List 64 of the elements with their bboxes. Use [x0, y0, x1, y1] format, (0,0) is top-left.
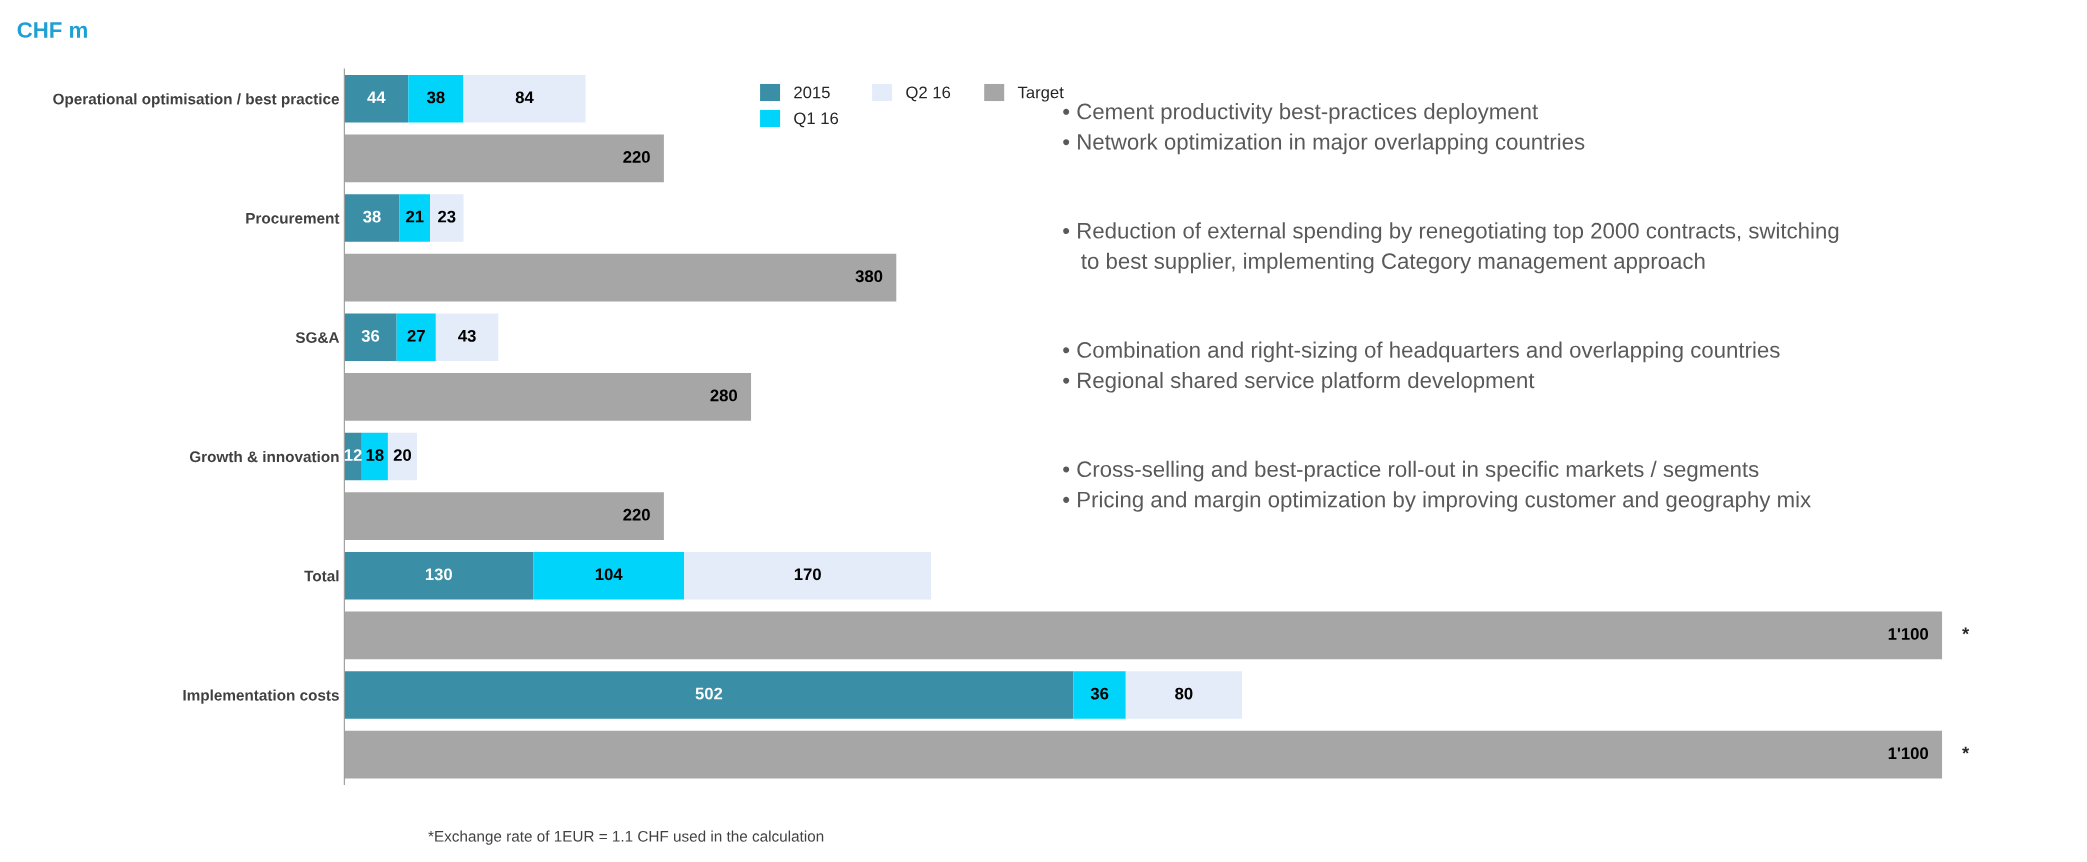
- data-label: 84: [515, 91, 534, 104]
- data-label: 220: [623, 508, 650, 521]
- bar: [344, 74, 409, 123]
- bar: [684, 551, 932, 600]
- bar: [387, 432, 417, 481]
- bar: [344, 134, 664, 183]
- annotation: *: [1962, 746, 1970, 754]
- text: CHF m: [17, 22, 87, 38]
- data-label: 44: [367, 91, 386, 104]
- data-label: 38: [363, 210, 381, 223]
- data-label: 36: [1090, 687, 1109, 700]
- legend-label: Q1 16: [794, 112, 839, 128]
- data-label: 27: [407, 329, 425, 342]
- data-label: 1'100: [1888, 747, 1929, 760]
- data-label: 220: [623, 151, 650, 163]
- data-label: 1'100: [1888, 628, 1929, 640]
- data-label: 20: [393, 449, 412, 461]
- data-label: 43: [458, 329, 476, 342]
- bar: [396, 313, 436, 362]
- y-tick-label: Total: [304, 570, 339, 582]
- y-tick-label: Growth & innovation: [189, 450, 339, 463]
- bar: [344, 671, 1074, 719]
- bar: [344, 492, 664, 540]
- y-tick-label: Procurement: [246, 213, 340, 224]
- data-label: 502: [695, 687, 723, 700]
- bar: [533, 551, 685, 600]
- data-label: 12: [344, 449, 362, 461]
- bar: [344, 253, 897, 302]
- annotation: • Cross-selling and best-practice roll-out in specific markets / segments • Pricing and margin optimization by improving customer and geography mix: [1063, 460, 1811, 512]
- data-label: 36: [361, 329, 380, 342]
- data-label: 80: [1175, 687, 1193, 700]
- legend-label: 2015: [794, 86, 830, 99]
- bar: [435, 313, 499, 362]
- bar: [344, 194, 400, 242]
- annotation: • Combination and right-sizing of headquarters and overlapping countries • Regional shared service platform development: [1063, 341, 1780, 393]
- legend-label: Target: [1017, 86, 1064, 102]
- bar: [430, 194, 464, 242]
- y-tick-label: SG&A: [295, 332, 340, 343]
- bar: [399, 194, 431, 242]
- y-tick-label: Implementation costs: [183, 689, 339, 704]
- data-label: 280: [710, 389, 738, 402]
- data-label: 18: [366, 449, 384, 461]
- text: *Exchange rate of 1EUR = 1.1 CHF used in the calculation: [428, 830, 824, 845]
- data-label: 23: [438, 210, 456, 223]
- annotation: • Reduction of external spending by renegotiating top 2000 contracts, switching to best supplier, implementing Category management approach: [1063, 222, 1839, 274]
- data-label: 380: [855, 270, 883, 283]
- data-label: 38: [426, 91, 445, 104]
- data-label: 170: [794, 568, 821, 581]
- data-label: 21: [406, 210, 424, 223]
- bar: [344, 551, 534, 600]
- annotation: *: [1962, 627, 1970, 635]
- bar: [463, 74, 586, 123]
- data-label: 130: [425, 568, 452, 581]
- bar: [1125, 671, 1242, 719]
- bar: [1073, 671, 1126, 719]
- bar: [344, 373, 752, 421]
- legend-label: Q2 16: [906, 86, 951, 102]
- bar: [408, 74, 464, 123]
- annotation: • Cement productivity best-practices deployment • Network optimization in major overlapping countries: [1063, 103, 1585, 155]
- bar: [344, 730, 1943, 779]
- y-tick-label: Operational optimisation / best practice: [53, 93, 339, 108]
- bar: [344, 611, 1943, 660]
- bar: [344, 313, 397, 362]
- data-label: 104: [595, 568, 623, 581]
